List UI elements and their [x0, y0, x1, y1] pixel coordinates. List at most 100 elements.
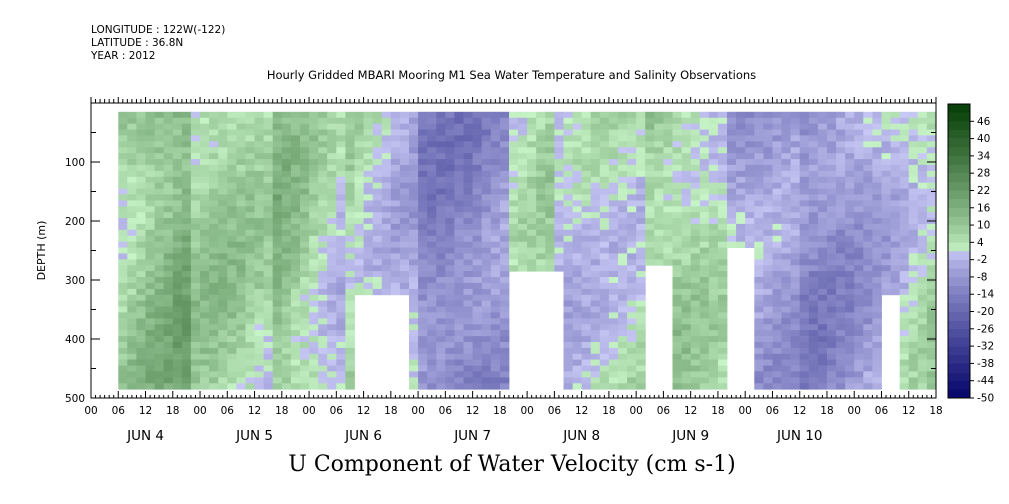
heatmap-cell [836, 123, 846, 130]
heatmap-cell [272, 218, 283, 225]
heatmap-cell [463, 312, 473, 319]
colorbar-label: -50 [977, 393, 994, 405]
heatmap-cell [190, 336, 201, 343]
heatmap-cell [290, 359, 301, 366]
heatmap-cell [427, 117, 437, 125]
heatmap-cell [118, 129, 128, 136]
heatmap-cell [218, 111, 228, 119]
heatmap-cell [181, 365, 192, 372]
colorbar-swatch [948, 181, 970, 191]
heatmap-cell [781, 170, 791, 178]
heatmap-cell [118, 212, 128, 219]
heatmap-cell [136, 300, 146, 307]
heatmap-cell [163, 271, 174, 278]
heatmap-cell [590, 318, 601, 325]
heatmap-cell [690, 182, 701, 189]
heatmap-cell [536, 176, 546, 184]
heatmap-cell [218, 277, 228, 284]
heatmap-cell [563, 330, 573, 337]
heatmap-cell [799, 359, 810, 366]
heatmap-cell [799, 253, 810, 260]
heatmap-cell [917, 353, 928, 361]
heatmap-cell [763, 253, 773, 260]
heatmap-cell [890, 141, 901, 148]
heatmap-cell [608, 294, 619, 302]
heatmap-cell [209, 312, 219, 319]
heatmap-cell [863, 336, 873, 343]
heatmap-cell [454, 259, 464, 266]
heatmap-cell [218, 265, 228, 272]
heatmap-cell [200, 288, 210, 296]
heatmap-cell [327, 312, 337, 319]
heatmap-cell [699, 147, 710, 154]
heatmap-cell [409, 223, 419, 231]
heatmap-cell [663, 206, 673, 213]
heatmap-cell [418, 312, 428, 319]
heatmap-cell [563, 365, 573, 372]
heatmap-cell [845, 111, 855, 119]
heatmap-cell [772, 377, 782, 384]
heatmap-cell [454, 330, 464, 337]
heatmap-cell [290, 383, 301, 390]
heatmap-cell [627, 247, 637, 254]
heatmap-cell [581, 164, 592, 172]
heatmap-cell [163, 277, 174, 284]
heatmap-cell [163, 336, 174, 343]
heatmap-cell [309, 359, 319, 366]
heatmap-cell [618, 359, 628, 366]
heatmap-cell [827, 147, 837, 154]
heatmap-cell [300, 282, 310, 290]
colorbar-swatch [948, 164, 970, 174]
heatmap-cell [836, 247, 846, 254]
heatmap-cell [836, 153, 846, 160]
heatmap-cell [427, 206, 437, 213]
heatmap-cell [509, 194, 519, 201]
heatmap-cell [672, 247, 682, 254]
heatmap-cell [254, 377, 264, 384]
heatmap-cell [681, 353, 692, 361]
heatmap-cell [854, 312, 864, 319]
heatmap-cell [899, 312, 910, 319]
heatmap-cell [454, 300, 464, 307]
heatmap-cell [672, 383, 682, 390]
heatmap-cell [563, 247, 573, 254]
heatmap-cell [781, 159, 791, 166]
heatmap-cell [345, 235, 355, 243]
heatmap-cell [372, 123, 383, 130]
heatmap-cell [781, 253, 791, 260]
heatmap-cell [808, 353, 819, 361]
heatmap-cell [154, 200, 165, 207]
heatmap-cell [917, 377, 928, 384]
heatmap-cell [717, 347, 728, 355]
heatmap-cell [245, 371, 255, 378]
heatmap-cell [581, 259, 592, 266]
heatmap-cell [527, 123, 537, 130]
heatmap-cell [845, 359, 855, 366]
heatmap-cell [427, 288, 437, 296]
heatmap-cell [536, 235, 546, 243]
heatmap-cell [490, 223, 501, 231]
heatmap-cell [754, 111, 764, 119]
heatmap-cell [845, 147, 855, 154]
heatmap-cell [381, 176, 392, 184]
heatmap-cell [808, 371, 819, 378]
heatmap-cell [290, 194, 301, 201]
x-day-label: JUN 8 [562, 428, 600, 444]
heatmap-cell [236, 282, 246, 290]
heatmap-cell [363, 282, 374, 290]
heatmap-cell [745, 182, 755, 189]
heatmap-cell [563, 306, 573, 313]
heatmap-cell [863, 312, 873, 319]
heatmap-cell [209, 253, 219, 260]
heatmap-cell [427, 164, 437, 172]
heatmap-cell [227, 135, 237, 142]
heatmap-cell [518, 147, 528, 154]
heatmap-cell [908, 377, 919, 384]
heatmap-cell [200, 141, 210, 148]
heatmap-cell [481, 336, 492, 343]
heatmap-cell [418, 229, 428, 237]
y-tick-label: 200 [65, 216, 85, 228]
heatmap-cell [418, 324, 428, 331]
heatmap-cell [390, 241, 401, 248]
heatmap-cell [418, 117, 428, 125]
